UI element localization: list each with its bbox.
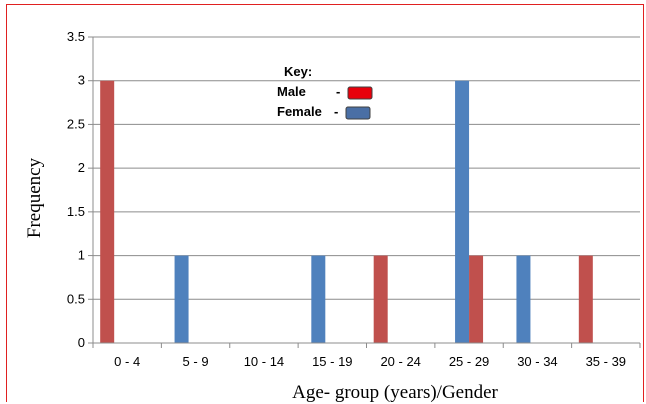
- y-tick-label: 0.5: [67, 291, 85, 306]
- legend-dash-male: -: [336, 84, 340, 99]
- y-tick-label: 1: [78, 248, 85, 263]
- y-tick-label: 1.5: [67, 204, 85, 219]
- bar-male: [373, 255, 388, 343]
- bar-female: [455, 80, 470, 343]
- y-axis-title: Frequency: [24, 157, 45, 238]
- x-tick-label: 10 - 14: [244, 354, 284, 369]
- y-tick-label: 2: [78, 160, 85, 175]
- y-tick-labels: 0 0.5 1 1.5 2 2.5 3 3.5: [67, 29, 85, 350]
- bar-female: [311, 255, 326, 343]
- legend-swatch-female: [345, 106, 371, 120]
- bar-female: [174, 255, 189, 343]
- legend-entry-female: Female -: [277, 104, 371, 120]
- x-tick-label: 0 - 4: [114, 354, 140, 369]
- legend-swatch-male: [347, 86, 373, 100]
- chart-frame: [6, 4, 644, 402]
- x-axis-title: Age- group (years)/Gender: [292, 382, 498, 403]
- axes: [88, 37, 640, 344]
- bars: [100, 80, 593, 343]
- legend-title: Key:: [284, 64, 312, 79]
- legend-dash-female: -: [334, 104, 338, 119]
- bar-male: [469, 255, 484, 343]
- legend-label-female: Female: [277, 104, 322, 119]
- y-tick-label: 3: [78, 73, 85, 88]
- x-tick-labels: 0 - 4 5 - 9 10 - 14 15 - 19 20 - 24 25 - 29 30…: [114, 354, 626, 369]
- legend: Key: Male - Female -: [277, 64, 373, 120]
- x-tick-label: 25 - 29: [449, 354, 489, 369]
- y-tick-label: 2.5: [67, 116, 85, 131]
- bar-male: [578, 255, 593, 343]
- bar-female: [516, 255, 531, 343]
- x-tick-label: 5 - 9: [183, 354, 209, 369]
- bar-male: [100, 80, 115, 343]
- x-tick-label: 35 - 39: [586, 354, 626, 369]
- gridlines: [88, 36, 641, 348]
- y-tick-label: 0: [78, 335, 85, 350]
- x-tick-label: 30 - 34: [517, 354, 557, 369]
- legend-entry-male: Male -: [277, 84, 373, 100]
- y-tick-label: 3.5: [67, 29, 85, 44]
- x-tick-label: 15 - 19: [312, 354, 352, 369]
- x-tick-label: 20 - 24: [380, 354, 420, 369]
- legend-label-male: Male: [277, 84, 306, 99]
